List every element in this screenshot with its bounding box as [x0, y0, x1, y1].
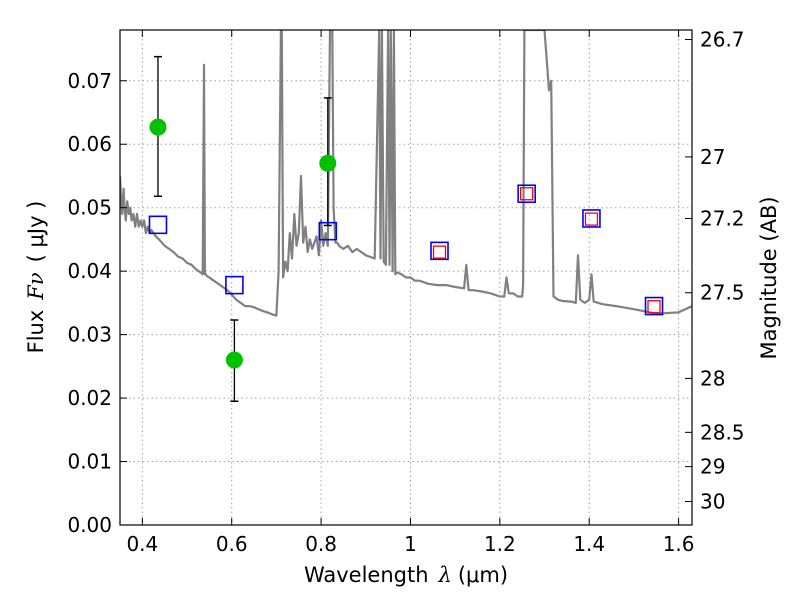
x-tick-label: 0.6 [216, 532, 248, 556]
series-layer [120, 30, 692, 402]
model-flux-square-blue [582, 209, 601, 228]
photometry-point [149, 118, 167, 136]
x-axis-label-text: Wavelength [304, 563, 429, 587]
model-flux-square-blue [318, 221, 338, 241]
magnitude-tick-label: 27.5 [700, 281, 745, 305]
photometry-point [319, 154, 337, 172]
magnitude-tick-label: 27.2 [700, 206, 745, 230]
magnitude-tick-label: 27 [700, 145, 725, 169]
magnitude-tick-label: 28.5 [700, 420, 745, 444]
x-axis-label: Wavelength λ (μm) [304, 563, 508, 587]
y-tick-label: 0.04 [67, 259, 112, 283]
y-tick-label: 0.01 [67, 450, 112, 474]
y-tick-label: 0.03 [67, 323, 112, 347]
y-tick-label: 0.05 [67, 196, 112, 220]
y-tick-label: 0.00 [67, 513, 112, 537]
y-tick-label: 0.02 [67, 386, 112, 410]
y-axis-label-symbol: Fν [24, 272, 48, 301]
x-tick-label: 1.2 [484, 532, 516, 556]
model-flux-square-blue [517, 184, 536, 204]
sed-model-line [120, 30, 692, 317]
model-flux-square-red [584, 212, 599, 226]
model-flux-square-blue [644, 296, 664, 316]
y2-axis-label: Magnitude (AB) [757, 196, 781, 359]
x-tick-label: 1.6 [663, 532, 695, 556]
magnitude-tick-label: 26.7 [700, 28, 745, 52]
model-flux-square-red [432, 245, 447, 259]
y-axis-label: Flux Fν ( μJy ) [24, 201, 48, 354]
model-flux-square-blue [148, 215, 168, 235]
x-tick-label: 1 [404, 532, 417, 556]
magnitude-tick-label: 28 [700, 366, 725, 390]
magnitude-tick-label: 29 [700, 455, 725, 479]
y-axis-label-unit: ( μJy ) [24, 201, 48, 263]
plot-frame [119, 29, 693, 526]
model-flux-square-red [647, 300, 661, 314]
model-flux-square-blue [430, 241, 449, 261]
y-axis-label-text: Flux [24, 310, 48, 354]
x-tick-label: 0.8 [305, 532, 337, 556]
axis-ticks: 0.4 0.6 0.8 1 1.2 1.4 1.6 0.00 0.01 0.02 0.03 0.04 0… [67, 28, 744, 556]
x-axis-label-unit: (μm) [458, 563, 508, 587]
x-axis-label-symbol: λ [438, 563, 452, 587]
x-tick-label: 1.4 [573, 532, 605, 556]
model-flux-square-red [520, 187, 534, 201]
magnitude-tick-label: 30 [700, 490, 725, 514]
y-tick-label: 0.06 [67, 132, 112, 156]
photometry-point [225, 351, 243, 369]
y-tick-label: 0.07 [67, 69, 112, 93]
x-tick-label: 0.4 [126, 532, 158, 556]
model-flux-square-blue [225, 275, 244, 295]
